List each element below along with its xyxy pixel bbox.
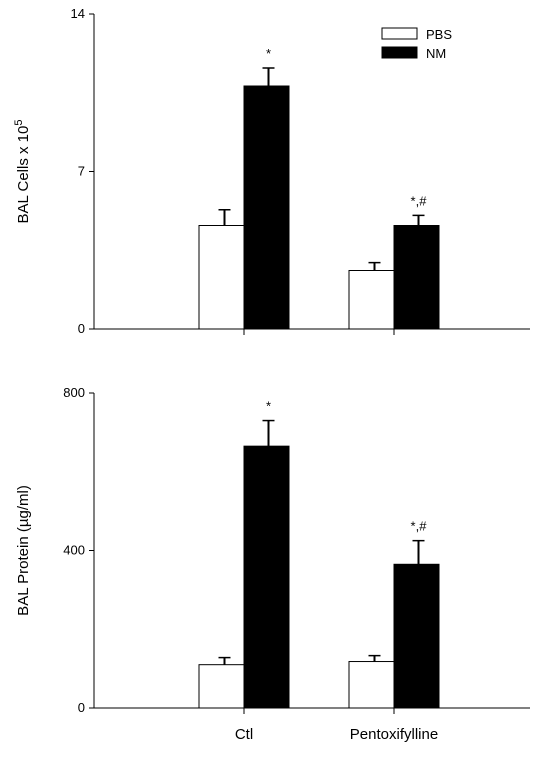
bar-pbs-ctl xyxy=(198,664,245,709)
bar-pbs-pentoxifylline xyxy=(348,661,395,709)
y-axis-title: BAL Cells x 105 xyxy=(13,120,32,224)
y-tick-label: 400 xyxy=(63,543,85,558)
significance-mark: *,# xyxy=(411,193,428,208)
significance-mark: * xyxy=(266,46,271,61)
y-axis-title-text: BAL Cells x 10 xyxy=(15,126,32,224)
x-category-label: Pentoxifylline xyxy=(350,726,438,743)
y-tick-label: 7 xyxy=(78,164,85,179)
y-axis-title: BAL Protein (µg/ml) xyxy=(15,485,32,616)
y-axis-title-text: BAL Protein (µg/ml) xyxy=(15,485,32,616)
legend-swatch-pbs xyxy=(381,27,418,40)
bar-nm-ctl xyxy=(243,445,290,709)
bar-pbs-pentoxifylline xyxy=(348,270,395,330)
significance-mark: *,# xyxy=(411,519,428,534)
x-category-label: Ctl xyxy=(235,726,253,743)
bar-nm-pentoxifylline xyxy=(393,563,440,709)
bar-nm-pentoxifylline xyxy=(393,225,440,330)
bar-pbs-ctl xyxy=(198,225,245,330)
legend-label-pbs: PBS xyxy=(426,27,452,42)
bar-nm-ctl xyxy=(243,85,290,330)
chart-panel-1: 0 7 14 BAL Cells x 105 * *,# PBS NM xyxy=(13,6,530,336)
legend-label-nm: NM xyxy=(426,46,446,61)
legend-swatch-nm xyxy=(381,46,418,59)
y-tick-label: 800 xyxy=(63,385,85,400)
significance-mark: * xyxy=(266,399,271,414)
y-tick-label: 14 xyxy=(71,6,85,21)
y-tick-label: 0 xyxy=(78,700,85,715)
y-tick-label: 0 xyxy=(78,321,85,336)
y-axis-title-superscript: 5 xyxy=(13,120,25,126)
chart-panel-2: 0 400 800 BAL Protein (µg/ml) * Ctl *,# Pentoxi… xyxy=(15,385,530,743)
